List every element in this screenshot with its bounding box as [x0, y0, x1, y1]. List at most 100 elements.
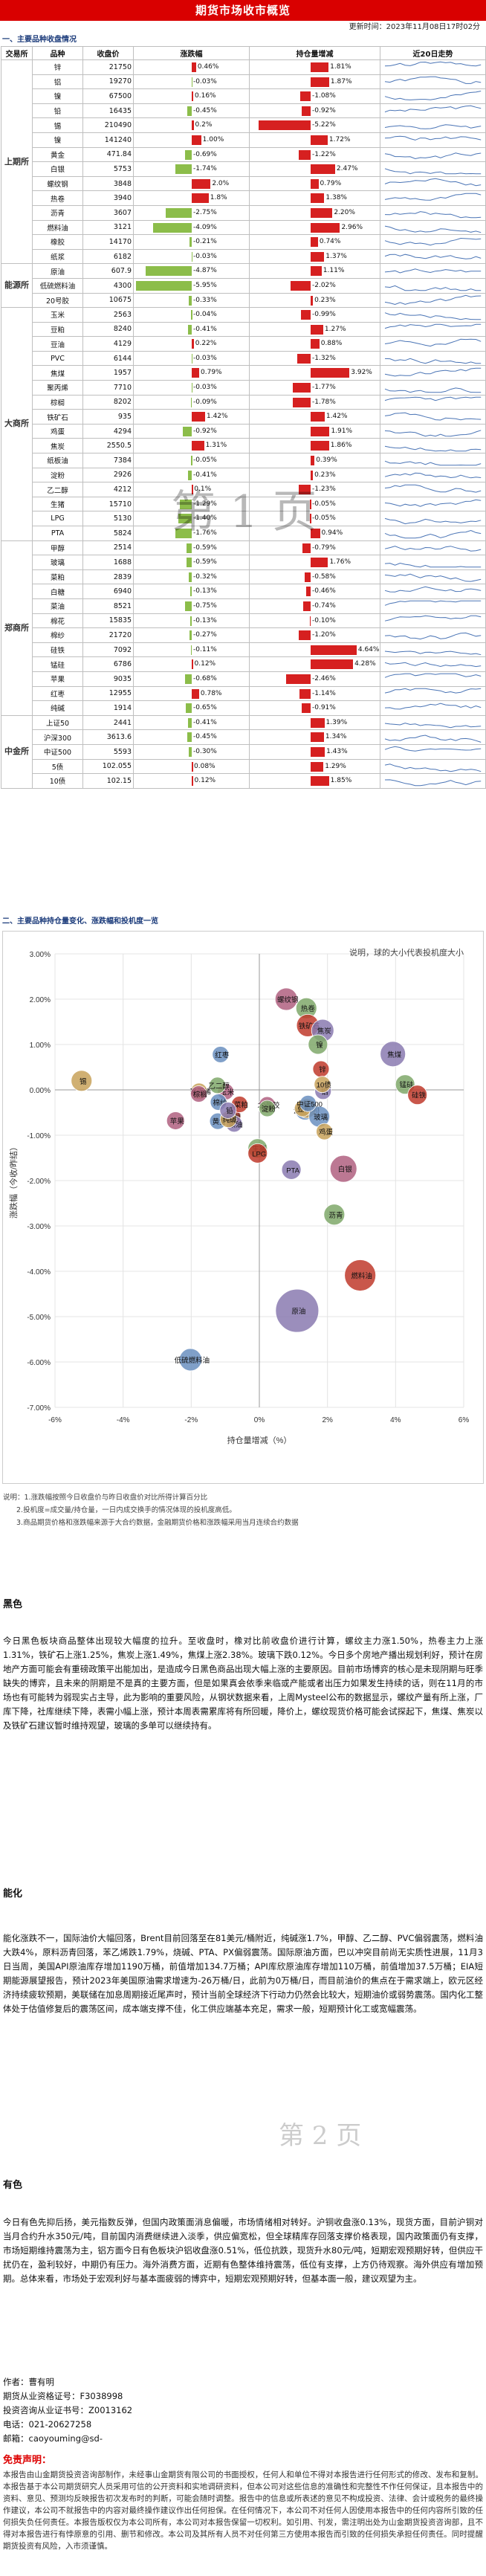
bubble-label: 锡	[80, 1077, 87, 1086]
trend-sparkline	[384, 254, 482, 259]
exchange-cell: 大商所	[1, 307, 33, 541]
trend-sparkline	[384, 615, 482, 622]
product-name: 黄金	[32, 146, 83, 163]
change-bar	[189, 746, 192, 757]
close-price: 3607	[82, 204, 134, 221]
change-label: -0.45%	[193, 733, 217, 741]
oi-change-cell: -0.91%	[249, 700, 380, 716]
y-tick-label: -5.00%	[27, 1314, 51, 1322]
header-product: 品种	[32, 46, 83, 60]
trend-line	[384, 546, 482, 552]
trend-sparkline-cell	[380, 453, 486, 468]
change-label: -0.13%	[193, 587, 217, 595]
oi-change-label: -1.77%	[312, 384, 336, 392]
change-cell: -5.95%	[133, 277, 250, 294]
table-row: 20号胶 10675 -0.33% 0.23%	[1, 292, 486, 309]
change-label: -0.03%	[193, 77, 217, 85]
x-tick-label: 6%	[459, 1416, 470, 1424]
change-cell: 1.00%	[133, 132, 250, 148]
trend-line	[384, 62, 482, 67]
change-cell: -0.41%	[133, 714, 250, 731]
oi-change-cell: -1.20%	[249, 627, 380, 643]
change-cell: -4.09%	[133, 219, 250, 236]
bubble-label: 铅	[226, 1106, 233, 1115]
oi-change-label: -0.05%	[312, 514, 336, 523]
y-tick-label: -1.00%	[27, 1132, 51, 1140]
oi-change-cell: 1.38%	[249, 190, 380, 206]
note-1: 说明：1.涨跌幅按照今日收盘价与昨日收盘价对比所得计算百分比	[3, 1494, 208, 1502]
trend-sparkline-cell	[380, 336, 486, 352]
product-name: 豆油	[32, 336, 83, 352]
report-title: 期货市场收市概览	[0, 0, 486, 21]
trend-sparkline	[384, 735, 482, 743]
change-cell: -0.03%	[133, 74, 250, 90]
change-label: -1.40%	[193, 514, 217, 523]
oi-change-cell: -1.14%	[249, 685, 380, 702]
oi-change-bar	[303, 601, 311, 611]
x-tick-label: -2%	[184, 1416, 198, 1424]
header-price: 收盘价	[82, 46, 134, 60]
close-price: 471.84	[82, 146, 134, 163]
table-row: 黄金 471.84 -0.69% -1.22%	[1, 146, 486, 163]
change-label: -0.59%	[193, 558, 217, 566]
oi-change-label: -0.58%	[312, 572, 336, 581]
oi-change-bar	[286, 674, 311, 684]
trend-sparkline	[384, 168, 482, 175]
trend-line	[384, 152, 482, 159]
oi-change-cell: 1.27%	[249, 321, 380, 338]
change-bar	[192, 761, 193, 772]
oi-change-cell: -0.79%	[249, 540, 380, 556]
oi-change-cell: 1.43%	[249, 743, 380, 760]
oi-change-cell: -0.10%	[249, 613, 380, 629]
y-tick-label: -2.00%	[27, 1178, 51, 1186]
trend-sparkline-cell	[380, 584, 486, 599]
product-name: 硅铁	[32, 642, 83, 658]
bubble-label: 玻璃	[314, 1113, 328, 1122]
change-cell: -0.92%	[133, 423, 250, 439]
data-bubble	[190, 1085, 207, 1103]
product-name: 螺纹钢	[32, 175, 83, 192]
trend-sparkline	[384, 746, 482, 752]
change-cell: 0.12%	[133, 773, 250, 789]
oi-change-label: 0.88%	[320, 340, 343, 348]
heading-energy: 能化	[3, 1888, 23, 1899]
change-cell: -0.30%	[133, 743, 250, 760]
product-name: 锡	[32, 117, 83, 133]
oi-change-bar	[311, 207, 333, 218]
disclaimer-text: 本报告由山金期货投资咨询部制作，未经事山金期货有限公司的书面授权，任何人和单位不…	[3, 2470, 483, 2551]
oi-change-bar	[301, 106, 311, 116]
bubble-label: 白银	[338, 1165, 353, 1174]
close-price: 9035	[82, 671, 134, 687]
product-name: 低硫燃料油	[32, 277, 83, 294]
trend-sparkline-cell	[380, 569, 486, 585]
oi-change-label: 2.20%	[334, 208, 355, 216]
change-bar	[192, 62, 196, 72]
trend-line	[384, 367, 482, 377]
oi-change-label: 0.94%	[321, 529, 343, 537]
bubble-label: 热卷	[301, 1004, 316, 1013]
oi-change-cell: -5.22%	[249, 117, 380, 133]
change-bar	[192, 688, 199, 699]
change-cell: -0.03%	[133, 380, 250, 396]
oi-change-bar	[259, 120, 311, 131]
bubble-label: 乙二醇	[208, 1082, 230, 1091]
product-name: 原油	[32, 263, 83, 279]
change-label: -0.68%	[193, 674, 217, 682]
author-cert-consult: 投资咨询从业证书号：Z0013162	[3, 2405, 133, 2415]
table-row: 焦煤 1957 0.79% 3.92%	[1, 365, 486, 381]
oi-change-cell: -1.77%	[249, 380, 380, 396]
oi-change-cell: -0.92%	[249, 103, 380, 119]
table-row: 菜粕 2839 -0.32% -0.58%	[1, 569, 486, 585]
table-row: 5债 102.055 0.08% 1.29%	[1, 758, 486, 775]
oi-change-label: -0.99%	[312, 311, 336, 319]
close-price: 102.055	[82, 758, 134, 775]
table-row: 菜油 8521 -0.75% -0.74%	[1, 598, 486, 614]
data-bubble	[308, 1034, 328, 1055]
oi-change-bar	[311, 776, 329, 787]
change-label: -0.33%	[193, 296, 217, 304]
trend-sparkline-cell	[380, 146, 486, 163]
bubble-label: 棕榈	[193, 1090, 207, 1099]
change-label: -1.74%	[193, 165, 217, 173]
close-price: 7384	[82, 453, 134, 468]
disclaimer-heading: 免责声明：	[3, 2455, 52, 2466]
